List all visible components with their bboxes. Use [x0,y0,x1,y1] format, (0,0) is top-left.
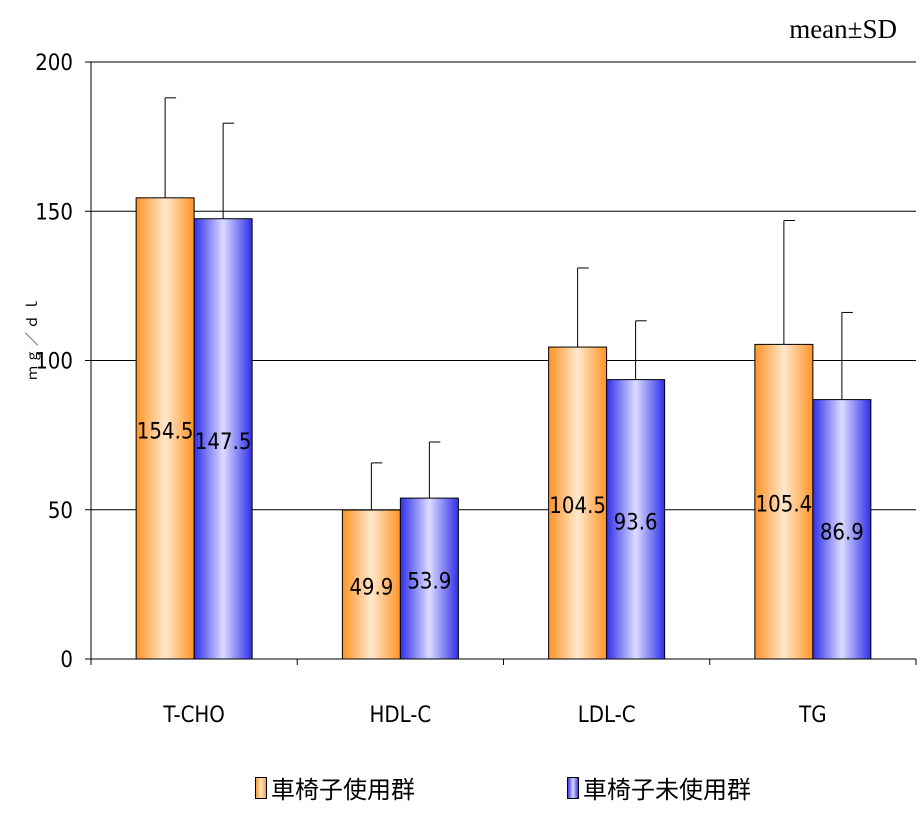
bar [754,343,814,660]
stat-note: mean±SD [789,14,897,44]
data-label: 93.6 [614,510,658,535]
x-tick-label: HDL-C [370,703,432,728]
plot-area: 0 50 100 150 200 T-CHO 154.5 147.5 HDL-C 49.9 53.9… [35,51,917,728]
legend-label-series1: 車椅子使用群 [271,776,415,804]
x-tick-label: T-CHO [162,703,225,728]
y-tick-label: 0 [60,648,73,673]
y-tick-label: 200 [35,51,73,76]
data-label: 154.5 [137,419,194,444]
legend-item-series2: 車椅子未使用群 [567,770,751,805]
bar [812,399,872,660]
x-tick-label: TG [798,703,826,728]
legend-swatch-series2 [567,776,579,799]
bar [399,497,459,660]
data-label: 53.9 [407,570,451,595]
legend-label-series2: 車椅子未使用群 [583,776,751,804]
data-label: 49.9 [349,576,393,601]
data-label: 105.4 [756,493,813,518]
legend-item-series1: 車椅子使用群 [255,770,415,805]
data-label: 104.5 [549,494,606,519]
y-tick-label: 50 [48,499,73,524]
y-tick-label: 150 [35,200,73,225]
data-label: 147.5 [195,430,252,455]
legend-swatch-series1 [255,776,267,799]
y-tick-label: 100 [35,350,73,375]
data-label: 86.9 [820,520,864,545]
bar [548,346,608,660]
bar [193,218,253,660]
bar [341,509,401,660]
x-tick-label: LDL-C [578,703,636,728]
bar [606,379,666,660]
